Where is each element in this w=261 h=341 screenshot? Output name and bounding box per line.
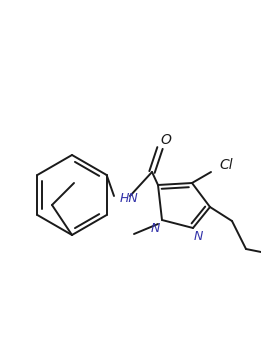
Text: N: N	[151, 222, 160, 235]
Text: O: O	[161, 133, 171, 147]
Text: HN: HN	[120, 192, 139, 205]
Text: Cl: Cl	[219, 158, 233, 172]
Text: N: N	[194, 230, 203, 243]
